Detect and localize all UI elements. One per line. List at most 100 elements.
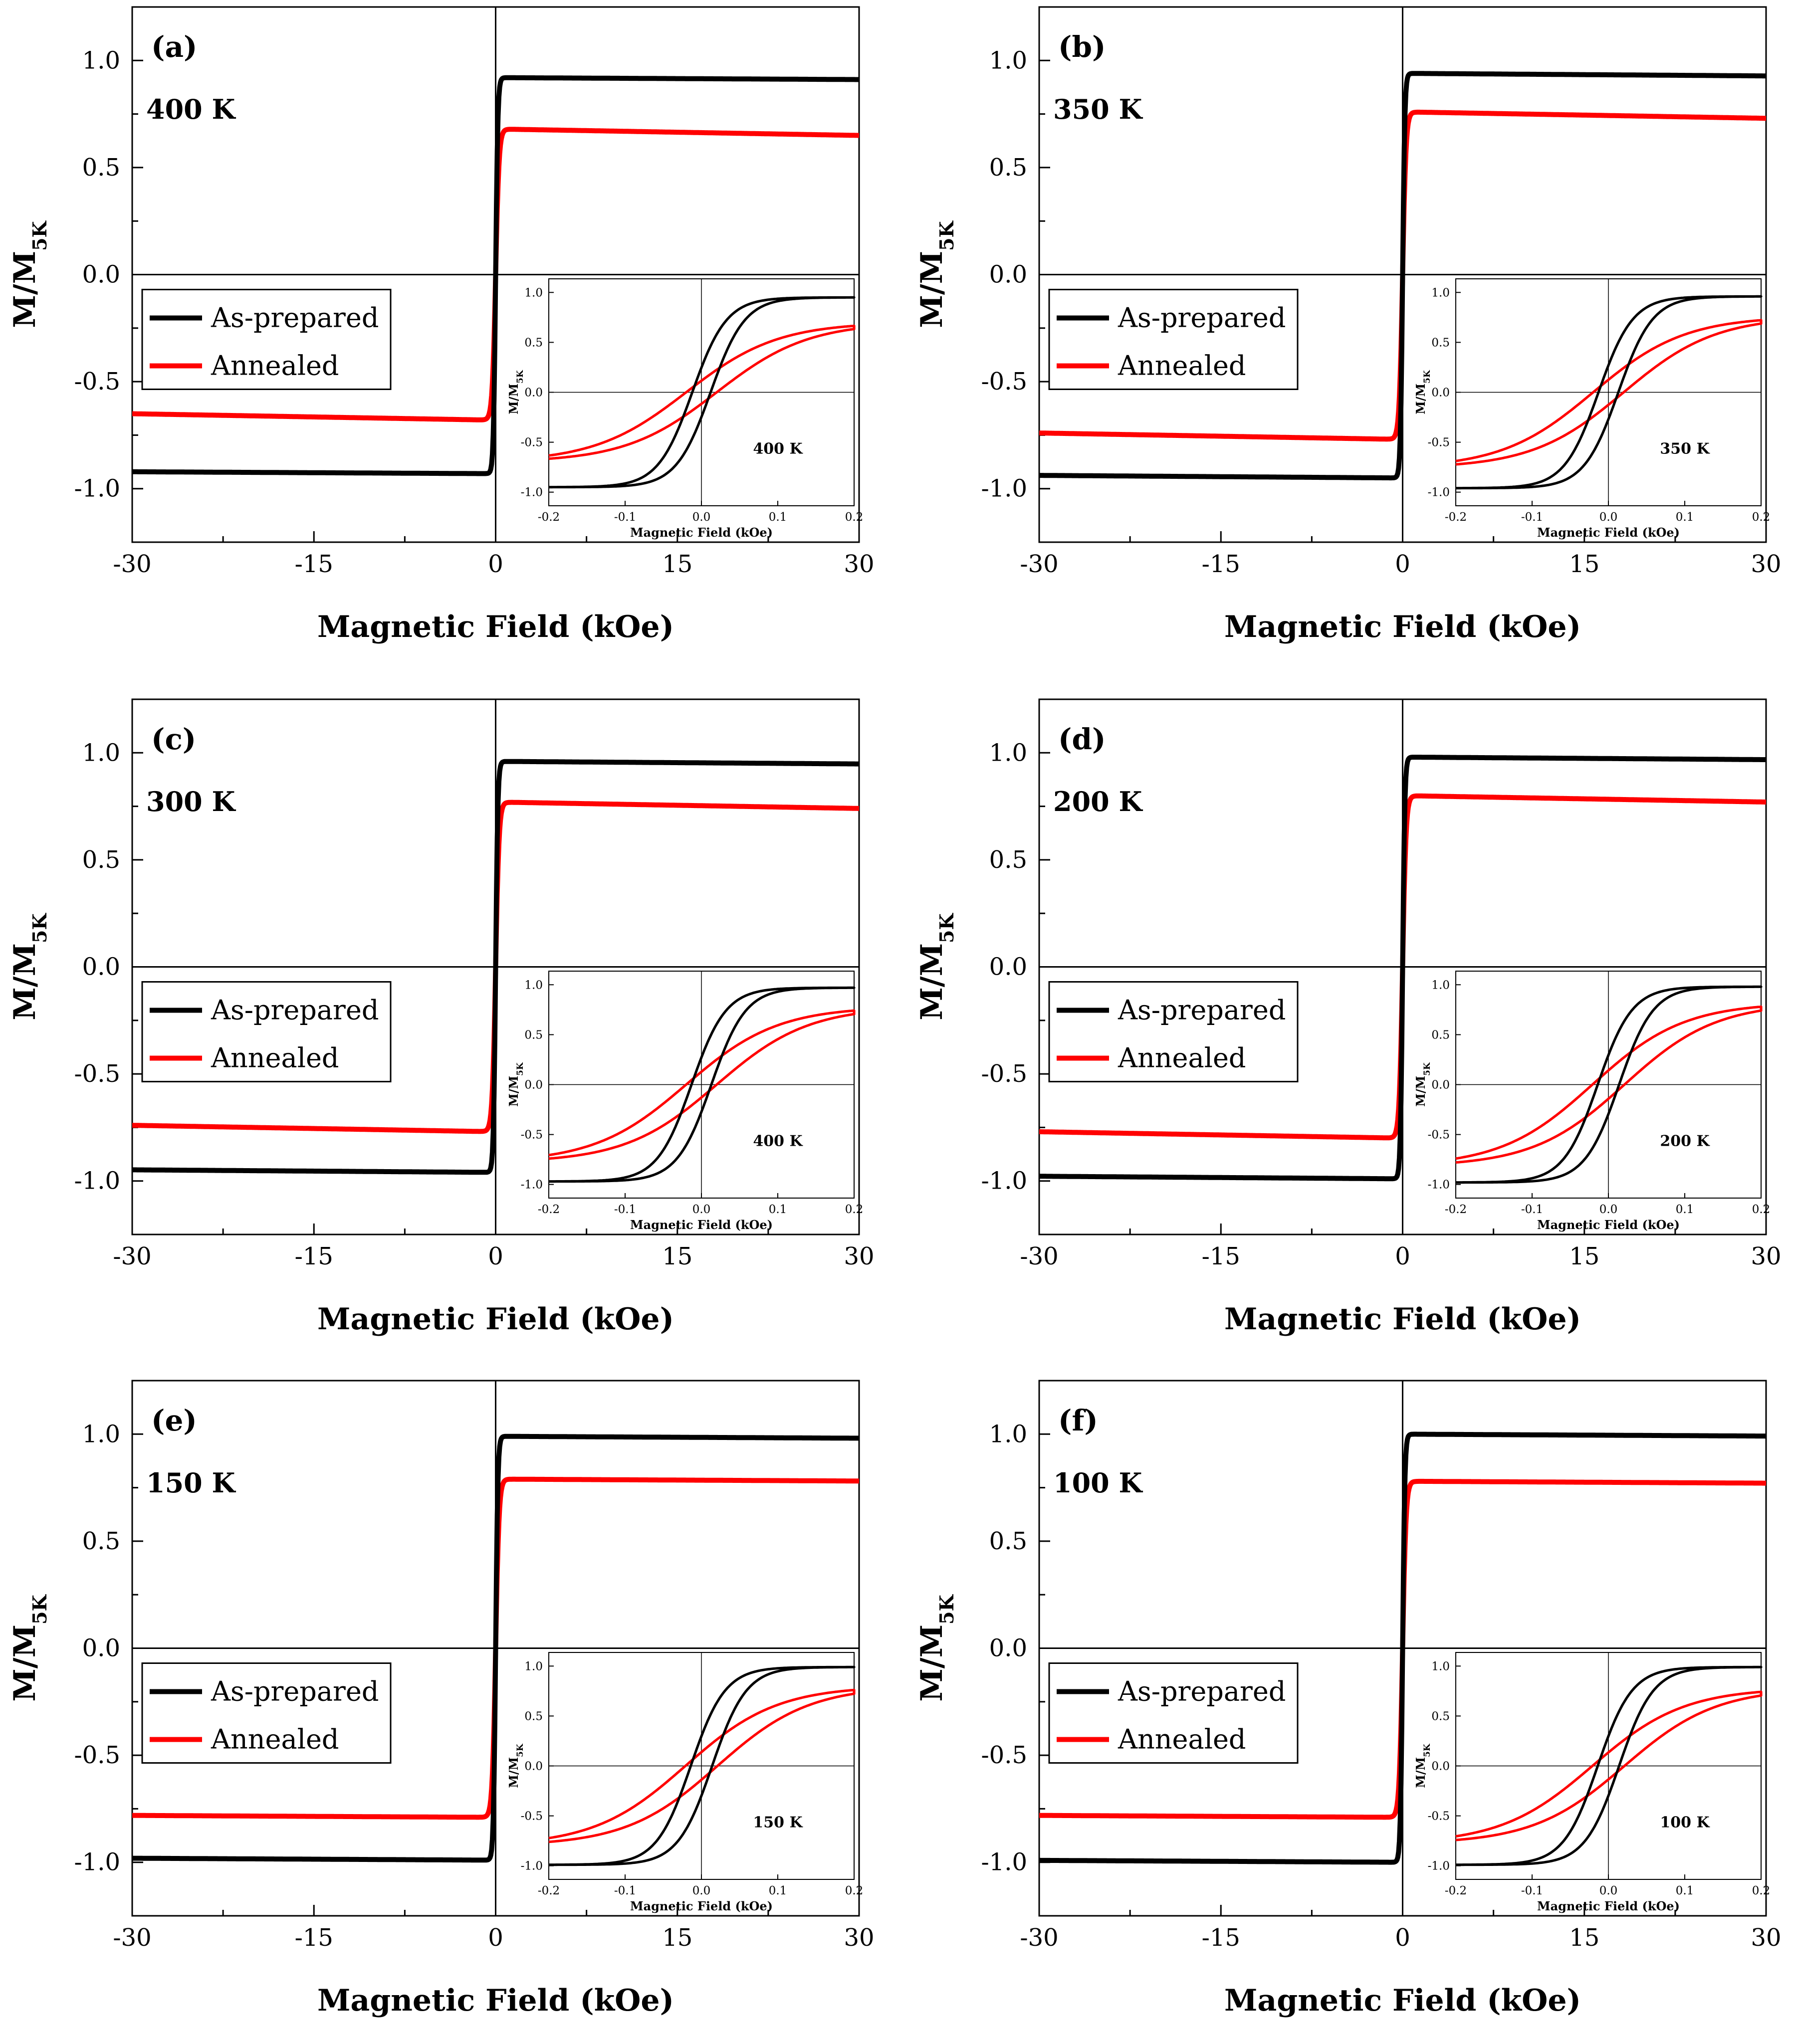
legend: As-prepared Annealed	[141, 289, 392, 390]
y-tick-label: -0.5	[981, 368, 1027, 396]
series-as-prepared-line	[132, 75, 859, 476]
y-axis-title-main: M/M	[7, 1625, 42, 1702]
y-axis-title-subscript: 5K	[935, 220, 958, 250]
inset-x-tick-label: 0.0	[692, 1203, 711, 1216]
x-tick-label: 30	[1751, 1242, 1781, 1270]
y-axis-title-subscript: 5K	[28, 1594, 51, 1624]
series-as-prepared-line	[1039, 1431, 1766, 1865]
inset-series-as-prepared-loop	[549, 986, 856, 1183]
inset-series-as-prepared-loop	[549, 1665, 856, 1866]
panel-label: (f)	[1058, 1404, 1098, 1437]
main-curves	[132, 1433, 859, 1863]
y-axis-title: M/M5K	[914, 912, 958, 1020]
legend-box	[141, 1662, 392, 1764]
inset-x-tick-label: -0.2	[1445, 1884, 1467, 1897]
inset-temperature-label: 350 K	[1660, 440, 1710, 457]
series-as-prepared-line	[132, 759, 859, 1175]
y-tick-label: -0.5	[74, 368, 120, 396]
y-tick-label: 0.0	[989, 261, 1027, 289]
y-axis-title: M/M5K	[7, 912, 51, 1020]
inset-x-tick-label: -0.1	[614, 1884, 636, 1897]
inset-x-tick-label: 0.1	[769, 1203, 787, 1216]
inset-y-axis-title-subscript: 5K	[515, 1743, 525, 1757]
temperature-label: 300 K	[146, 786, 236, 818]
x-tick-label: -15	[1202, 550, 1240, 578]
y-tick-label: 1.0	[989, 46, 1027, 74]
inset-x-axis-title: Magnetic Field (kOe)	[630, 1218, 773, 1232]
y-tick-label: 0.5	[82, 1527, 120, 1555]
inset-y-tick-label: 0.0	[524, 387, 543, 400]
inset-series-annealed-loop	[1455, 1005, 1763, 1164]
series-as-prepared-line	[1039, 755, 1766, 1182]
y-axis-title-subscript: 5K	[28, 912, 51, 943]
inset-y-axis-title: M/M5K	[1413, 1062, 1432, 1107]
x-tick-label: 30	[844, 1924, 874, 1952]
panel-e: -30 -15 0 15 30 -1.0 -0.5 0.0 0.5 1.0 (e) 150 K As-p…	[7, 1380, 875, 2018]
legend-box	[1048, 1662, 1299, 1764]
x-tick-label: 15	[662, 1242, 692, 1270]
panel-label: (c)	[151, 722, 196, 756]
y-tick-label: 1.0	[82, 1420, 120, 1448]
inset-x-tick-label: 0.0	[1599, 511, 1618, 524]
inset-series-as-prepared-loop	[549, 296, 856, 489]
legend-label-annealed: Annealed	[211, 350, 339, 382]
y-tick-label: -0.5	[981, 1060, 1027, 1088]
panel-d: -30 -15 0 15 30 -1.0 -0.5 0.0 0.5 1.0 (d) 200 K As-p…	[914, 698, 1782, 1337]
inset-temperature-label: 150 K	[753, 1814, 803, 1831]
inset-x-tick-label: 0.2	[845, 511, 864, 524]
inset-x-tick-label: 0.2	[845, 1884, 864, 1897]
y-axis-title-main: M/M	[914, 251, 949, 328]
inset-y-axis-title-subscript: 5K	[1422, 1062, 1432, 1076]
x-tick-label: 15	[662, 1924, 692, 1952]
inset-y-tick-label: 0.0	[1431, 1079, 1450, 1092]
inset-y-tick-label: -1.0	[521, 1860, 543, 1873]
x-tick-label: 0	[1395, 1924, 1410, 1952]
y-tick-label: 0.5	[82, 154, 120, 182]
y-tick-label: 0.0	[82, 261, 120, 289]
inset-series-annealed-loop	[548, 1688, 856, 1843]
inset-y-tick-label: 1.0	[1431, 1660, 1450, 1673]
y-tick-label: -1.0	[74, 1167, 120, 1195]
inset-y-tick-label: -1.0	[521, 1179, 543, 1192]
y-axis-title-subscript: 5K	[935, 1594, 958, 1624]
inset-x-axis-title: Magnetic Field (kOe)	[1537, 1899, 1680, 1913]
legend-label-as-prepared: As-prepared	[211, 302, 379, 334]
inset-y-tick-label: 0.0	[524, 1760, 543, 1773]
inset-x-tick-label: 0.1	[1676, 1884, 1694, 1897]
inset-y-axis-title: M/M5K	[1413, 1743, 1432, 1788]
inset-x-tick-label: -0.1	[1521, 1884, 1543, 1897]
inset-y-axis-title: M/M5K	[506, 1062, 525, 1107]
y-axis-title-subscript: 5K	[28, 220, 51, 250]
inset-y-axis-title: M/M5K	[506, 370, 525, 414]
inset-series-as-prepared-loop	[1456, 985, 1763, 1184]
y-tick-label: -0.5	[74, 1060, 120, 1088]
inset-y-tick-label: -1.0	[1428, 486, 1450, 499]
y-tick-label: 0.0	[989, 1635, 1027, 1662]
legend-label-as-prepared: As-prepared	[211, 995, 379, 1026]
inset-y-axis-title-main: M/M	[506, 1076, 521, 1107]
x-tick-label: 15	[662, 550, 692, 578]
y-tick-label: 0.5	[989, 1527, 1027, 1555]
x-tick-label: 0	[1395, 1242, 1410, 1270]
series-as-prepared-line	[132, 1433, 859, 1863]
x-tick-label: -30	[113, 550, 151, 578]
y-tick-label: 0.5	[989, 154, 1027, 182]
temperature-label: 350 K	[1053, 93, 1143, 125]
temperature-label: 100 K	[1053, 1467, 1143, 1499]
inset-y-tick-label: -0.5	[521, 436, 543, 449]
inset-x-tick-label: 0.1	[769, 511, 787, 524]
inset-x-tick-label: 0.1	[1676, 511, 1694, 524]
inset-x-tick-label: 0.0	[692, 1884, 711, 1897]
inset-y-tick-label: -0.5	[521, 1810, 543, 1823]
inset: -0.2 -0.1 0.0 0.1 0.2 -1.0 -0.5 0.0 0.5 1.0 Magnet…	[1413, 971, 1770, 1232]
inset-series-annealed-loop	[1455, 319, 1763, 466]
inset: -0.2 -0.1 0.0 0.1 0.2 -1.0 -0.5 0.0 0.5 1.0 Magnet…	[1413, 1652, 1770, 1913]
inset-y-tick-label: -1.0	[1428, 1179, 1450, 1192]
inset-y-tick-label: 0.5	[524, 336, 543, 349]
inset: -0.2 -0.1 0.0 0.1 0.2 -1.0 -0.5 0.0 0.5 1.0 Magnet…	[506, 278, 864, 540]
main-curves	[132, 759, 859, 1175]
x-tick-label: -30	[1020, 1924, 1058, 1952]
y-tick-label: -1.0	[981, 1848, 1027, 1876]
y-tick-label: 0.0	[82, 953, 120, 981]
x-tick-label: 0	[488, 550, 503, 578]
